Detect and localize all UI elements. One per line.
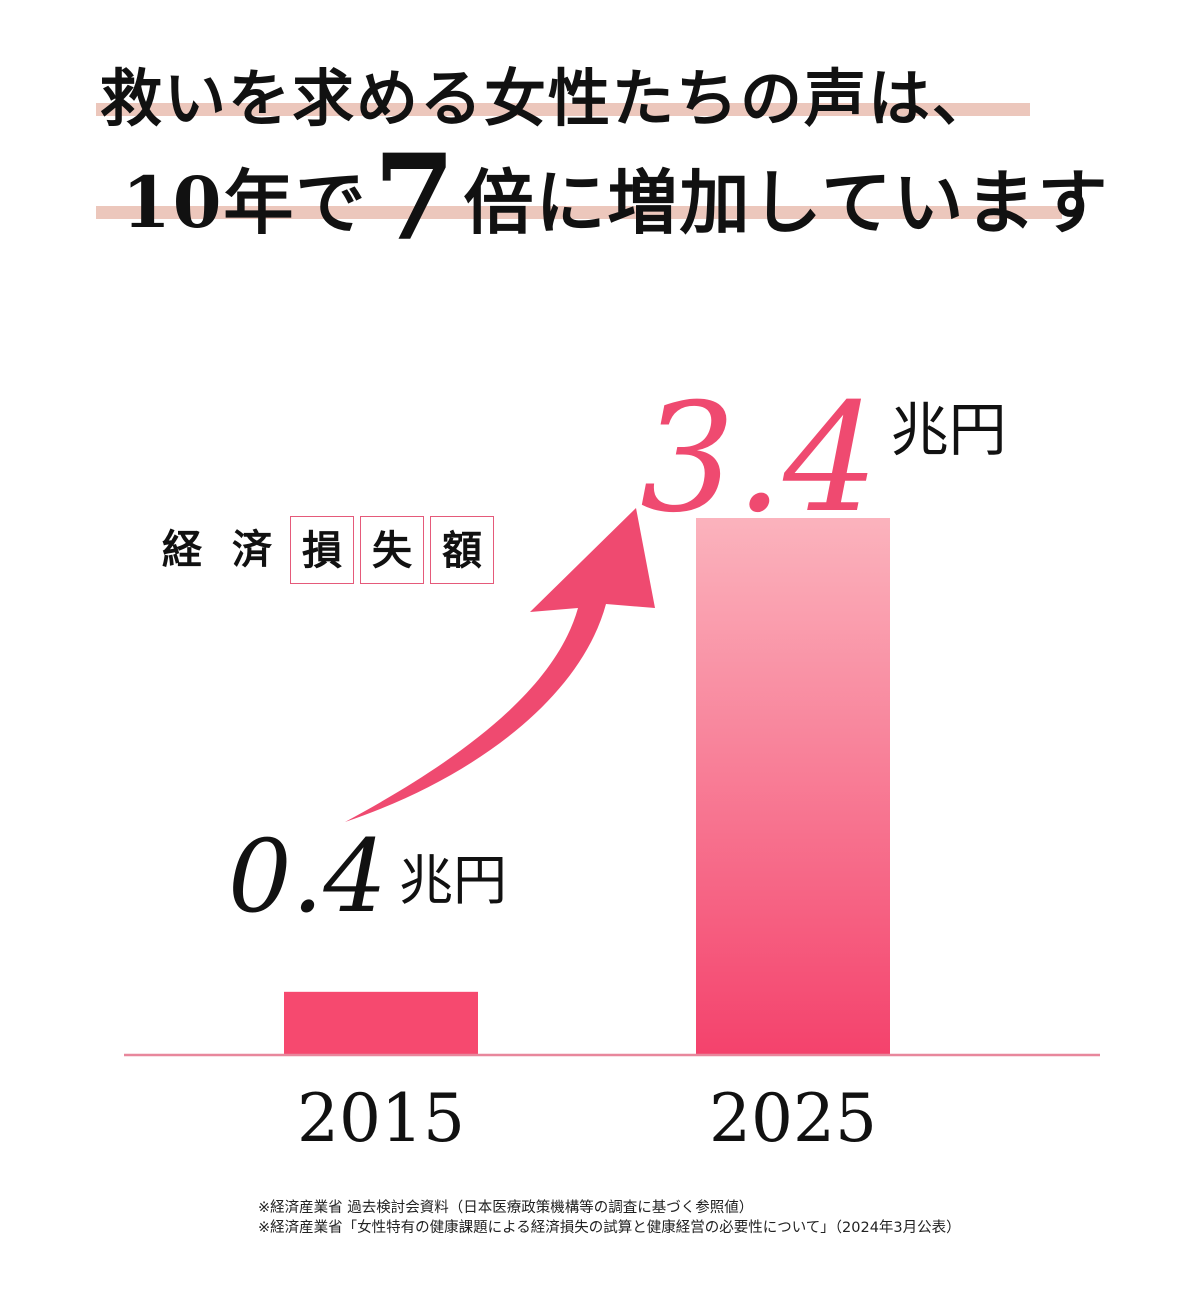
- data-label-value: 0.4: [228, 818, 388, 935]
- growth-arrow-icon: [345, 508, 655, 822]
- x-tick-label-2025: 2025: [709, 1080, 877, 1157]
- headline-line-2: 10年で7倍に増加しています: [122, 128, 1109, 267]
- data-label-2015: 0.4 兆円: [228, 818, 507, 935]
- metric-label: 経 済 損 失 額: [150, 516, 494, 584]
- headline-line-2-suffix: 倍に増加しています: [463, 161, 1110, 244]
- metric-label-char-boxed: 額: [430, 516, 494, 584]
- metric-label-char: 経: [162, 526, 202, 573]
- data-label-unit: 兆円: [890, 396, 1007, 464]
- bar-2015: [284, 991, 478, 1055]
- headline-underline-1: [96, 103, 1030, 116]
- metric-label-char-boxed: 損: [290, 516, 354, 584]
- data-label-2025: 3.4 兆円: [640, 372, 1007, 546]
- source-notes: ※経済産業省 過去検討会資料（日本医療政策機構等の調査に基づく参照値） ※経済産…: [258, 1198, 961, 1238]
- source-note: ※経済産業省「女性特有の健康課題による経済損失の試算と健康経営の必要性について」…: [258, 1220, 961, 1236]
- data-label-value: 3.4: [640, 372, 879, 546]
- headline-line-1: 救いを求める女性たちの声は、: [100, 62, 997, 135]
- metric-label-char: 済: [232, 526, 272, 573]
- headline-line-2-prefix: 10年で: [122, 161, 368, 244]
- headline-underline-2: [96, 206, 1062, 219]
- x-tick-label-2015: 2015: [297, 1080, 465, 1157]
- headline-multiplier: 7: [373, 128, 458, 267]
- metric-label-char-boxed: 失: [360, 516, 424, 584]
- source-note: ※経済産業省 過去検討会資料（日本医療政策機構等の調査に基づく参照値）: [258, 1200, 754, 1216]
- bar-2025: [696, 518, 890, 1055]
- data-label-unit: 兆円: [399, 849, 508, 912]
